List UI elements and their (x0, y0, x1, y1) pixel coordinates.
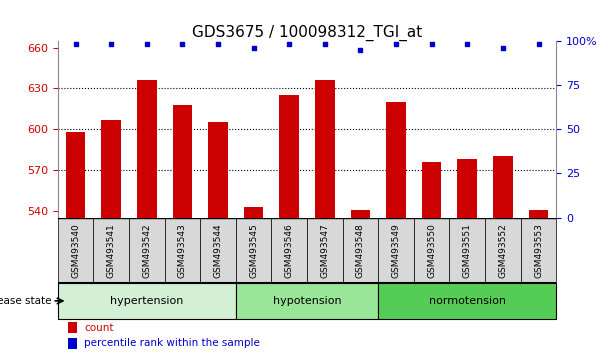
Point (249, 45, 258, 51)
Bar (351, 210, 370, 218)
Bar (493, 156, 513, 218)
Text: GSM493549: GSM493549 (392, 223, 401, 278)
Text: hypotension: hypotension (273, 296, 341, 306)
Point (178, 41, 187, 47)
Point (106, 41, 116, 47)
Text: GSM493553: GSM493553 (534, 223, 543, 278)
FancyBboxPatch shape (307, 218, 343, 283)
Bar (280, 95, 299, 218)
Text: count: count (84, 322, 114, 332)
Text: hypertension: hypertension (110, 296, 184, 306)
FancyBboxPatch shape (58, 283, 236, 319)
Bar (66, 132, 85, 218)
Text: disease state: disease state (0, 296, 52, 306)
Bar (67, 338, 77, 349)
FancyBboxPatch shape (58, 218, 94, 283)
Text: GSM493550: GSM493550 (427, 223, 436, 278)
FancyBboxPatch shape (236, 283, 378, 319)
Point (285, 41, 294, 47)
Bar (67, 322, 77, 333)
FancyBboxPatch shape (449, 218, 485, 283)
Bar (457, 159, 477, 218)
Bar (529, 210, 548, 218)
Bar (386, 102, 406, 218)
Text: GSM493540: GSM493540 (71, 223, 80, 278)
Text: GSM493541: GSM493541 (106, 223, 116, 278)
Text: GSM493547: GSM493547 (320, 223, 330, 278)
FancyBboxPatch shape (129, 218, 165, 283)
Text: GSM493548: GSM493548 (356, 223, 365, 278)
Text: GSM493545: GSM493545 (249, 223, 258, 278)
FancyBboxPatch shape (200, 218, 236, 283)
Title: GDS3675 / 100098312_TGI_at: GDS3675 / 100098312_TGI_at (192, 24, 422, 41)
Text: GSM493546: GSM493546 (285, 223, 294, 278)
Bar (173, 105, 192, 218)
Point (213, 41, 223, 47)
Text: GSM493551: GSM493551 (463, 223, 472, 278)
Text: GSM493543: GSM493543 (178, 223, 187, 278)
Point (463, 41, 472, 47)
Text: GSM493542: GSM493542 (142, 223, 151, 278)
Bar (102, 120, 121, 218)
FancyBboxPatch shape (520, 218, 556, 283)
FancyBboxPatch shape (414, 218, 449, 283)
FancyBboxPatch shape (94, 218, 129, 283)
Bar (244, 207, 263, 218)
FancyBboxPatch shape (378, 283, 556, 319)
Text: percentile rank within the sample: percentile rank within the sample (84, 338, 260, 348)
Bar (315, 80, 334, 218)
Text: GSM493552: GSM493552 (499, 223, 508, 278)
Text: GSM493544: GSM493544 (213, 223, 223, 278)
FancyBboxPatch shape (485, 218, 520, 283)
Point (427, 41, 437, 47)
Point (142, 41, 151, 47)
FancyBboxPatch shape (271, 218, 307, 283)
FancyBboxPatch shape (343, 218, 378, 283)
Text: normotension: normotension (429, 296, 506, 306)
FancyBboxPatch shape (378, 218, 414, 283)
Bar (422, 162, 441, 218)
FancyBboxPatch shape (165, 218, 200, 283)
Bar (137, 80, 157, 218)
Point (356, 47, 365, 52)
Point (320, 41, 330, 47)
Point (71, 41, 80, 47)
Point (534, 41, 544, 47)
Point (498, 45, 508, 51)
Point (391, 41, 401, 47)
Bar (208, 122, 228, 218)
FancyBboxPatch shape (236, 218, 271, 283)
